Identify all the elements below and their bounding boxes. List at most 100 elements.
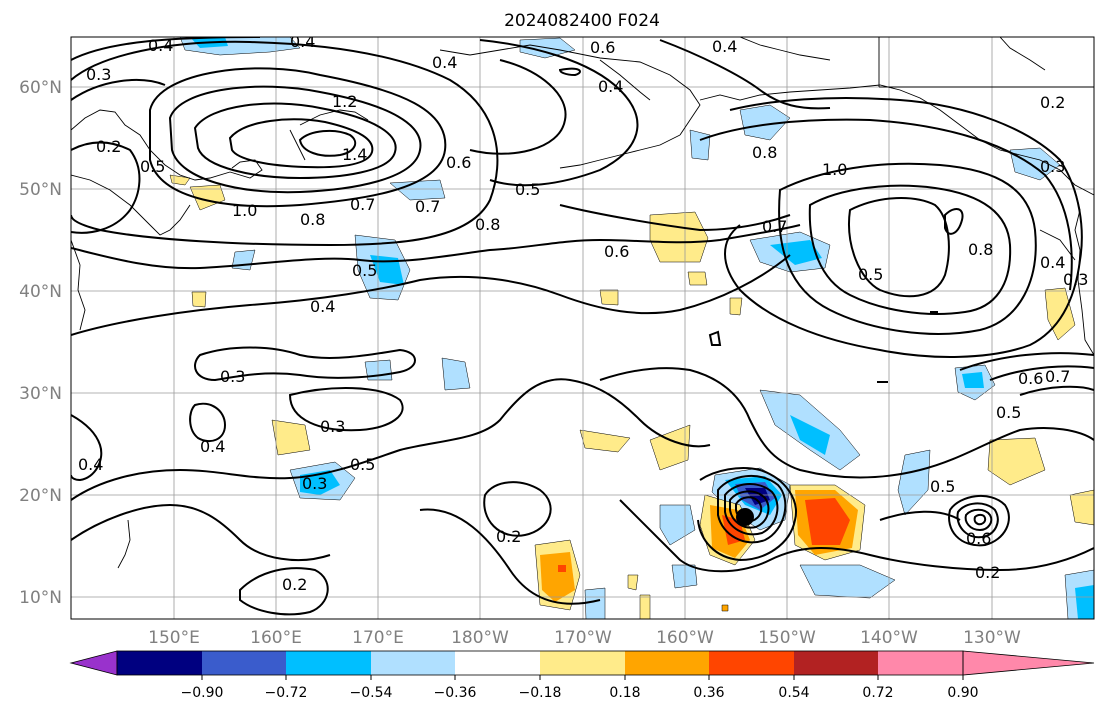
map-frame: [70, 36, 1095, 620]
lat-label: 60°N: [19, 78, 62, 98]
colorbar-tick-label: −0.18: [519, 685, 562, 701]
contour-label: 1.0: [232, 201, 257, 220]
contour-label: 0.3: [86, 65, 111, 84]
shade-pos-light: [191, 291, 207, 308]
colorbar: −0.90 −0.72 −0.54 −0.36 −0.18 0.18 0.36 …: [69, 650, 1095, 701]
contour-lines: [71, 37, 1094, 616]
contour-label: 0.5: [515, 180, 540, 199]
shade-pos-light: [687, 271, 708, 286]
shade-neg-mid: [962, 372, 984, 388]
colorbar-extend-right: [962, 650, 1095, 676]
contour-label: 1.2: [332, 92, 357, 111]
shade-pos-light: [271, 419, 311, 456]
contour-label: 1.0: [822, 160, 847, 179]
lat-label: 20°N: [19, 486, 62, 506]
contour-label: 0.4: [712, 37, 737, 56]
shade-pos-light: [721, 604, 729, 612]
contour-label: 0.8: [300, 210, 325, 229]
lon-label: 170°E: [352, 628, 404, 648]
contour-label: 0.6: [604, 242, 629, 261]
colorbar-tick-label: 0.72: [862, 685, 893, 701]
colorbar-swatch: [878, 651, 963, 675]
contour-label: 0.2: [282, 575, 307, 594]
contour-label: 0.3: [1040, 157, 1065, 176]
colorbar-swatch: [709, 651, 794, 675]
contour-label: 0.2: [96, 137, 121, 156]
contour-label: 0.4: [1040, 253, 1065, 272]
shade-pos-light: [639, 594, 651, 619]
longitude-labels: 150°E 160°E 170°E 180°W 170°W 160°W 150°…: [148, 628, 1021, 648]
colorbar-swatch: [202, 651, 286, 675]
shade-pos-strong: [805, 498, 850, 545]
lat-label: 30°N: [19, 384, 62, 404]
contour-label-group: 0.4 0.4 0.3 0.4 0.6 0.4 0.4 0.2 1.2 1.4 …: [78, 36, 1088, 594]
lon-label: 160°E: [250, 628, 302, 648]
contour-label: 0.4: [78, 455, 103, 474]
shade-neg-light: [671, 564, 698, 589]
shade-neg-light: [389, 179, 446, 201]
contour-label: 0.6: [590, 38, 615, 57]
contour-label: 0.5: [350, 455, 375, 474]
contour-label: 0.6: [1018, 369, 1043, 388]
colorbar-swatch: [794, 651, 878, 675]
colorbar-tick-label: −0.90: [181, 685, 224, 701]
gridlines: [71, 37, 1094, 619]
map-background: [71, 37, 1094, 619]
shade-neg-light: [689, 129, 711, 161]
colorbar-tick-label: −0.72: [265, 685, 308, 701]
shade-pos-light: [1069, 489, 1094, 526]
contour-label: 0.3: [302, 474, 327, 493]
lon-label: 130°W: [963, 628, 1021, 648]
shade-neg-light: [799, 564, 896, 599]
shade-neg-mid: [370, 255, 404, 285]
shade-neg-mid: [790, 415, 830, 455]
contour-label: 0.8: [752, 143, 777, 162]
shade-pos-light: [729, 297, 743, 316]
lon-label: 150°W: [758, 628, 816, 648]
shade-pos-light: [189, 184, 226, 211]
colorbar-tick-label: 0.90: [947, 685, 978, 701]
contour-label: 0.5: [140, 157, 165, 176]
contour-label: 0.7: [350, 195, 375, 214]
shade-pos-light: [169, 174, 191, 186]
colorbar-swatch: [540, 651, 625, 675]
lat-label: 40°N: [19, 282, 62, 302]
shade-pos-strong: [558, 565, 566, 572]
contour-label: 0.8: [475, 215, 500, 234]
colorbar-swatch: [625, 651, 709, 675]
lat-label: 50°N: [19, 180, 62, 200]
contour-label: 0.2: [975, 563, 1000, 582]
contour-label: 0.5: [858, 265, 883, 284]
contour-label: 0.3: [1063, 270, 1088, 289]
colorbar-tick-label: −0.54: [350, 685, 393, 701]
shade-neg-light: [897, 449, 931, 516]
shade-neg-light: [441, 357, 471, 391]
colorbar-ticks: [201, 675, 964, 680]
colorbar-tick-label: 0.18: [609, 685, 640, 701]
lon-label: 150°E: [148, 628, 200, 648]
lon-label: 140°W: [860, 628, 918, 648]
contour-label: 0.7: [415, 197, 440, 216]
contour-label: 0.6: [966, 529, 991, 548]
map-panel: 0.4 0.4 0.3 0.4 0.6 0.4 0.4 0.2 1.2 1.4 …: [70, 36, 1095, 620]
lon-label: 160°W: [656, 628, 714, 648]
contour-label: 0.4: [310, 297, 335, 316]
colorbar-tick-label: 0.36: [693, 685, 724, 701]
shade-neg-mid: [1075, 585, 1094, 619]
shade-neg-light: [584, 587, 606, 619]
colorbar-swatch: [455, 651, 540, 675]
lat-label: 10°N: [19, 588, 62, 608]
contour-label: 0.5: [930, 477, 955, 496]
shade-neg-light: [739, 104, 791, 141]
lon-label: 170°W: [554, 628, 612, 648]
shade-pos-mid: [540, 552, 575, 602]
storm-center-marker: [736, 508, 754, 526]
contour-label: 0.5: [352, 261, 377, 280]
colorbar-extend-left: [69, 650, 118, 676]
contour-label: 0.2: [1040, 93, 1065, 112]
contour-label: 0.4: [148, 36, 173, 55]
contour-label: 0.3: [220, 367, 245, 386]
contour-label: 0.8: [968, 240, 993, 259]
latitude-labels: 60°N 50°N 40°N 30°N 20°N 10°N: [19, 78, 62, 608]
